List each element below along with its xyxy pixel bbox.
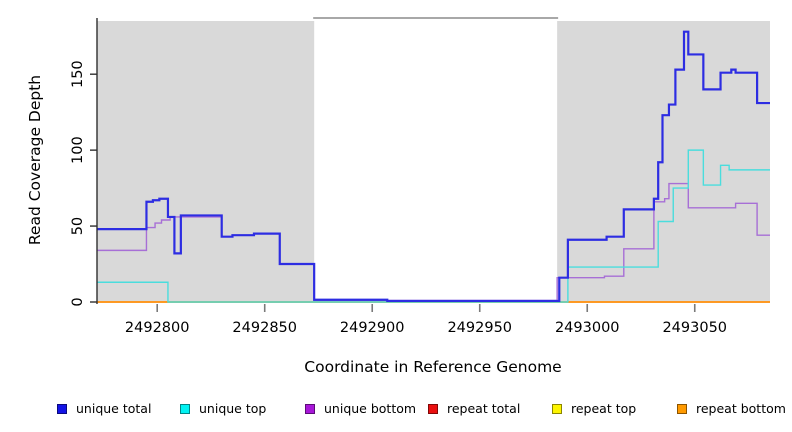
- legend-swatch: [305, 404, 315, 414]
- legend-item-unique-top: unique top: [180, 401, 266, 417]
- y-tick-label: 100: [70, 136, 86, 164]
- legend-swatch: [677, 404, 687, 414]
- legend-item-repeat-bottom: repeat bottom: [677, 401, 786, 417]
- legend-label: unique bottom: [324, 401, 417, 416]
- x-axis-title: Coordinate in Reference Genome: [304, 358, 561, 376]
- x-tick-label: 2493000: [555, 320, 620, 336]
- x-tick-label: 2492850: [232, 320, 297, 336]
- legend-label: unique top: [199, 401, 267, 416]
- x-tick-label: 2492950: [447, 320, 512, 336]
- legend-swatch: [428, 404, 438, 414]
- legend-item-unique-total: unique total: [57, 401, 151, 417]
- legend-label: unique total: [76, 401, 152, 416]
- legend-item-unique-bottom: unique bottom: [305, 401, 416, 417]
- legend-item-repeat-top: repeat top: [552, 401, 636, 417]
- x-tick-label: 2492800: [125, 320, 190, 336]
- y-tick-label: 50: [70, 217, 86, 235]
- x-tick-label: 2493050: [662, 320, 727, 336]
- axes: 0 50 100 150 2492800 2492850 2492900 2492950 249…: [70, 18, 727, 336]
- legend-swatch: [180, 404, 190, 414]
- y-tick-label: 0: [70, 297, 86, 306]
- series-line-unique-total: [97, 30, 770, 303]
- legend-label: repeat total: [447, 401, 521, 416]
- legend-item-repeat-total: repeat total: [428, 401, 520, 417]
- legend-swatch: [552, 404, 562, 414]
- legend-label: repeat top: [571, 401, 637, 416]
- shaded-region: [97, 21, 315, 302]
- legend-swatch: [57, 404, 67, 414]
- legend-label: repeat bottom: [696, 401, 786, 416]
- y-axis-title: Read Coverage Depth: [26, 75, 44, 245]
- x-tick-label: 2492900: [340, 320, 405, 336]
- series-lines: [97, 30, 770, 303]
- shaded-regions: [97, 21, 770, 302]
- y-tick-label: 150: [70, 60, 86, 88]
